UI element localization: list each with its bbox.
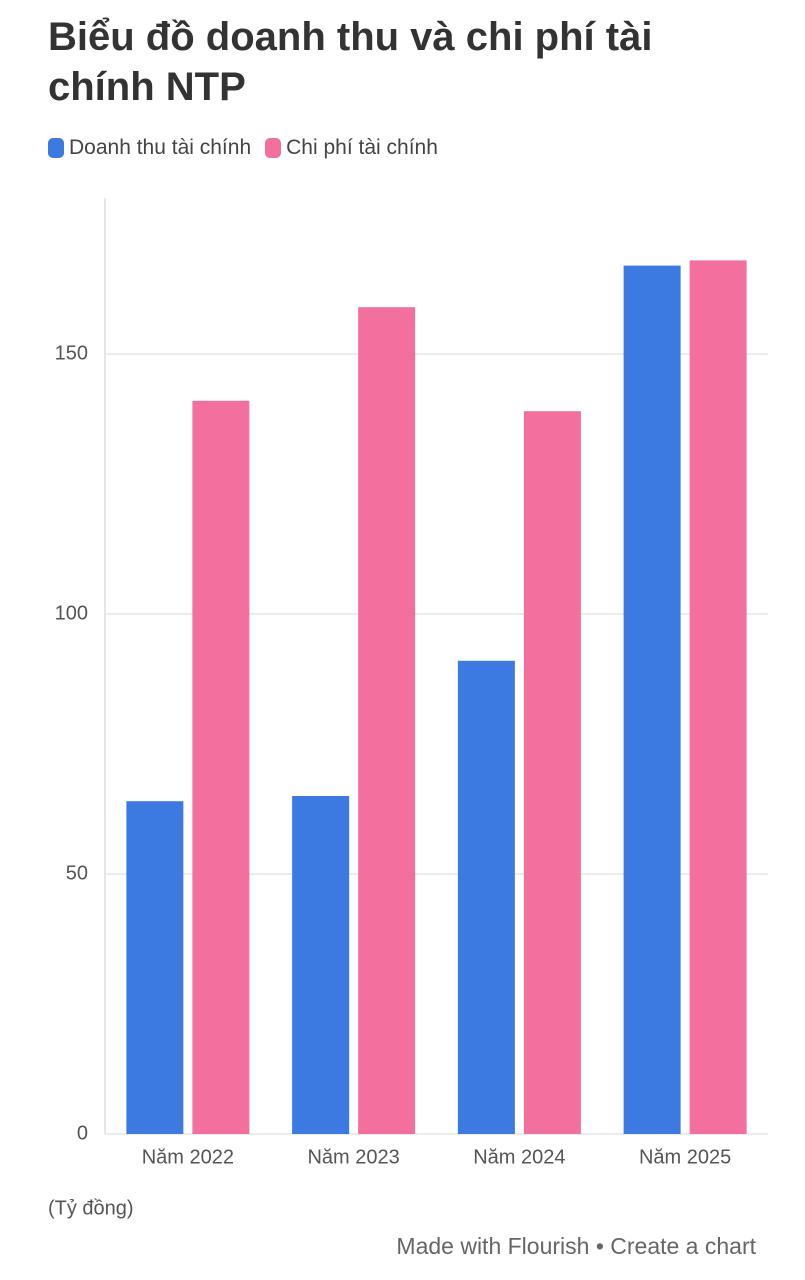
x-tick-label: Năm 2022 xyxy=(142,1146,234,1168)
legend-swatch xyxy=(48,138,64,158)
legend-swatch xyxy=(265,138,282,158)
legend-label: Chi phí tài chính xyxy=(286,136,438,159)
x-tick-label: Năm 2023 xyxy=(307,1146,399,1168)
y-tick-label: 0 xyxy=(77,1122,88,1144)
legend-item[interactable]: Chi phí tài chính xyxy=(265,136,438,160)
bar xyxy=(689,260,747,1134)
legend-label: Doanh thu tài chính xyxy=(69,136,252,159)
bar xyxy=(523,411,581,1134)
legend: Doanh thu tài chính Chi phí tài chính xyxy=(48,136,438,160)
y-tick-label: 150 xyxy=(55,342,88,364)
unit-note: (Tỷ đồng) xyxy=(48,1197,134,1219)
y-tick-label: 100 xyxy=(55,602,88,624)
chart-title: Biểu đồ doanh thu và chi phí tài chính N… xyxy=(48,15,653,109)
bar xyxy=(623,265,681,1135)
y-tick-label: 50 xyxy=(66,862,88,884)
bar xyxy=(358,307,416,1134)
bar xyxy=(457,660,515,1134)
bar xyxy=(126,801,184,1134)
footer-credit[interactable]: Made with Flourish • Create a chart xyxy=(396,1233,756,1259)
bar xyxy=(192,400,250,1134)
x-tick-label: Năm 2025 xyxy=(639,1146,731,1168)
bar xyxy=(292,796,350,1134)
x-tick-label: Năm 2024 xyxy=(473,1146,565,1168)
legend-item[interactable]: Doanh thu tài chính xyxy=(48,136,251,160)
